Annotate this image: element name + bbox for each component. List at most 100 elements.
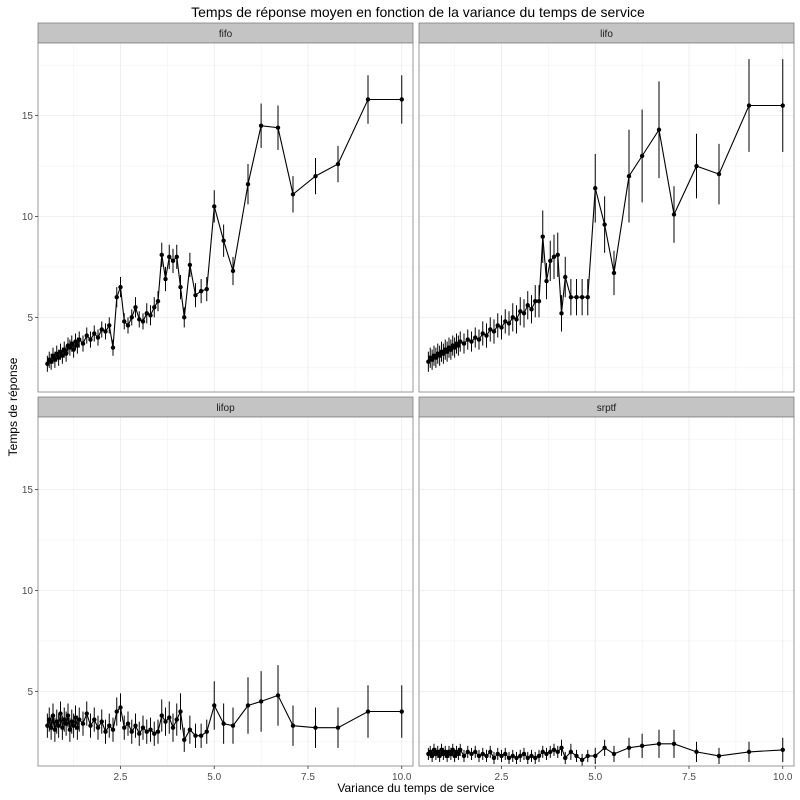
data-point <box>60 725 65 730</box>
data-point <box>193 733 198 738</box>
data-point <box>452 345 457 350</box>
data-point <box>198 288 204 294</box>
data-point <box>461 341 467 346</box>
data-point <box>313 725 318 730</box>
data-point <box>174 254 179 260</box>
y-tick-label: 15 <box>22 485 34 496</box>
y-tick-label: 15 <box>22 111 34 122</box>
data-point <box>275 125 281 130</box>
data-point <box>521 311 527 316</box>
data-point <box>574 753 579 759</box>
data-point <box>152 731 157 736</box>
data-point <box>335 161 341 167</box>
data-point <box>137 317 142 322</box>
data-point <box>170 725 176 730</box>
data-point <box>452 753 457 759</box>
data-point <box>491 329 497 334</box>
data-point <box>533 299 538 304</box>
data-point <box>230 268 236 274</box>
data-point <box>593 753 598 759</box>
data-point <box>110 727 116 732</box>
x-tick-label: 5.0 <box>207 772 221 783</box>
data-point <box>129 315 134 320</box>
data-point <box>182 737 187 742</box>
data-point <box>221 721 226 726</box>
data-point <box>245 182 251 187</box>
data-point <box>75 343 80 348</box>
data-point <box>125 323 131 328</box>
data-point <box>716 171 722 177</box>
data-point <box>71 723 76 728</box>
data-point <box>611 751 617 757</box>
x-tick-label: 10.0 <box>392 772 412 783</box>
panel-border <box>418 416 795 767</box>
data-point <box>335 725 341 730</box>
data-point <box>58 349 63 354</box>
data-point <box>144 311 149 316</box>
panel-background <box>419 417 794 766</box>
data-point <box>626 173 632 179</box>
data-point <box>133 723 138 728</box>
data-point <box>626 745 632 751</box>
data-point <box>170 258 176 264</box>
data-point <box>437 353 442 358</box>
y-axis-title: Temps de réponse <box>6 357 20 456</box>
data-point <box>559 311 564 316</box>
x-tick-label: 10.0 <box>773 772 793 783</box>
data-point <box>639 153 645 159</box>
data-point <box>602 222 607 227</box>
data-point <box>540 749 545 755</box>
data-point <box>73 339 78 344</box>
data-point <box>536 299 542 304</box>
data-point <box>435 749 440 755</box>
data-point <box>585 753 590 759</box>
facet-fifo: fifo <box>37 22 414 393</box>
data-point <box>69 719 74 724</box>
data-point <box>133 305 138 310</box>
data-point <box>258 123 264 128</box>
data-point <box>495 751 500 757</box>
data-point <box>495 323 500 328</box>
data-point <box>167 254 172 260</box>
data-point <box>159 252 164 258</box>
y-axis-ticks: 5 10 15 5 10 15 <box>22 111 38 698</box>
data-point <box>533 755 538 761</box>
data-point <box>716 753 722 759</box>
panel-border <box>37 416 414 767</box>
data-point <box>518 753 523 759</box>
data-point <box>167 715 172 720</box>
data-point <box>60 353 65 358</box>
data-point <box>593 186 598 191</box>
x-tick-label: 7.5 <box>301 772 315 783</box>
data-point <box>480 331 485 336</box>
data-point <box>50 353 56 358</box>
data-point <box>399 709 404 714</box>
data-point <box>499 325 504 330</box>
data-point <box>469 339 474 344</box>
data-point <box>221 238 226 243</box>
data-point <box>54 719 59 724</box>
data-point <box>525 303 530 308</box>
data-point <box>80 341 86 346</box>
facet-lifop: lifop <box>37 396 414 767</box>
data-point <box>75 725 80 730</box>
data-point <box>67 727 73 732</box>
data-point <box>155 299 161 304</box>
data-point <box>99 719 104 724</box>
data-point <box>212 204 217 209</box>
data-point <box>77 337 82 342</box>
data-point <box>465 337 470 342</box>
panel-background <box>38 43 413 392</box>
data-point <box>444 753 450 759</box>
data-point <box>563 274 568 280</box>
data-point <box>429 357 435 362</box>
data-point <box>514 317 519 322</box>
data-point <box>92 717 97 722</box>
data-point <box>155 729 161 734</box>
y-tick-label: 5 <box>27 687 33 698</box>
data-point <box>99 327 104 332</box>
data-point <box>536 753 542 759</box>
data-point <box>510 315 515 320</box>
data-point <box>103 329 108 334</box>
data-point <box>245 703 251 708</box>
